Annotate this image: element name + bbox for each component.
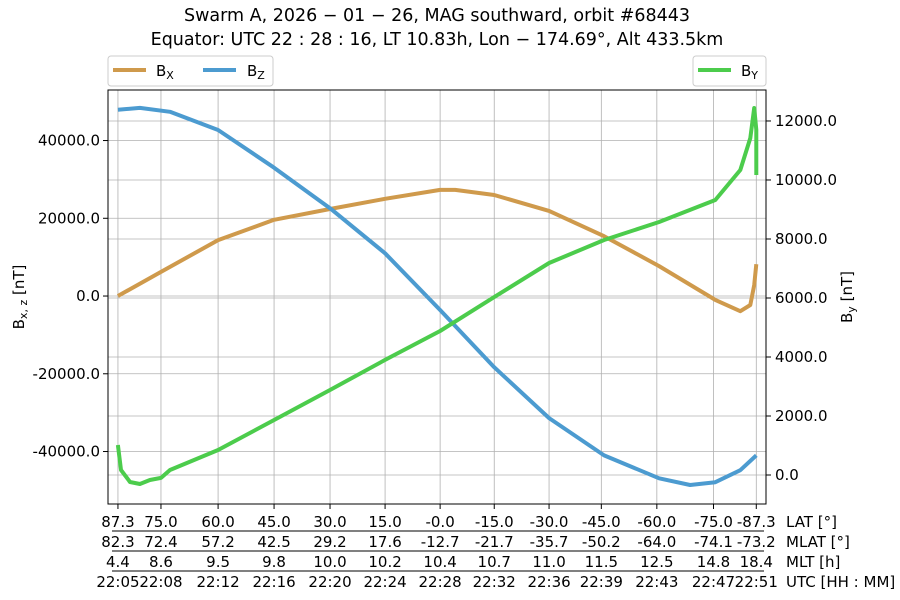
x-tick-label: -60.0: [637, 513, 676, 531]
x-tick-label: -15.0: [475, 513, 514, 531]
x-tick-label: 11.5: [585, 553, 618, 571]
x-tick-label: 82.3: [101, 533, 134, 551]
x-row-label: UTC [HH : MM]: [786, 573, 895, 591]
plot-frame: [107, 89, 767, 505]
x-tick-label: -35.7: [530, 533, 569, 551]
x-tick-label: 8.6: [149, 553, 173, 571]
x-tick-label: 57.2: [201, 533, 234, 551]
series-by-line: [115, 106, 759, 486]
x-tick-label: 60.0: [201, 513, 234, 531]
x-tick-label: 4.4: [106, 553, 130, 571]
x-tick-label: 10.0: [313, 553, 346, 571]
x-row-label: MLAT [°]: [786, 533, 850, 551]
x-tick-label: -21.7: [475, 533, 514, 551]
x-tick-label: 42.5: [257, 533, 290, 551]
y-tick-label-right: 6000.0: [775, 289, 828, 307]
x-tick-label: 22:43: [635, 573, 678, 591]
x-tick-label: 15.0: [368, 513, 401, 531]
legend-left: BX BZ: [107, 55, 274, 87]
x-tick-label: -50.2: [582, 533, 621, 551]
legend-bx-label: BX: [156, 62, 174, 82]
y-tick-label-left: 20000.0: [38, 209, 100, 227]
y-tick-label-right: 4000.0: [775, 348, 828, 366]
x-tick-label: 22:32: [473, 573, 516, 591]
x-row-label: LAT [°]: [786, 513, 837, 531]
x-tick-label: -30.0: [530, 513, 569, 531]
x-row-label: MLT [h]: [786, 553, 840, 571]
x-tick-label: 22:51: [735, 573, 778, 591]
x-tick-label: 22:08: [139, 573, 182, 591]
x-tick-label: 17.6: [368, 533, 401, 551]
series-bx-line: [116, 187, 759, 314]
legend-right: BY: [692, 55, 767, 87]
x-tick-label: 22:05: [96, 573, 139, 591]
x-tick-label: -75.0: [694, 513, 733, 531]
x-tick-label: 75.0: [144, 513, 177, 531]
x-tick-label: 10.2: [368, 553, 401, 571]
x-tick-label: 72.4: [144, 533, 177, 551]
x-tick-label: 22:16: [252, 573, 295, 591]
x-tick-label: 10.7: [478, 553, 511, 571]
x-tick-label: 22:12: [196, 573, 239, 591]
y-axis-left-label: Bx, z [nT]: [10, 265, 30, 330]
x-tick-label: 87.3: [101, 513, 134, 531]
x-tick-label: 14.8: [697, 553, 730, 571]
chart-title-line1: Swarm A, 2026 − 01 − 26, MAG southward, …: [184, 6, 690, 26]
series-bz-line: [117, 105, 758, 487]
x-tick-label: 22:20: [308, 573, 351, 591]
x-tick-label: 11.0: [532, 553, 565, 571]
legend-bz-label: BZ: [247, 62, 265, 82]
x-tick-label: -74.1: [694, 533, 733, 551]
y-tick-label-right: 12000.0: [775, 112, 837, 130]
x-tick-label: -12.7: [421, 533, 460, 551]
legend-by-label: BY: [741, 62, 758, 82]
x-tick-label: -73.2: [737, 533, 776, 551]
x-tick-label: -45.0: [582, 513, 621, 531]
x-tick-label: 18.4: [740, 553, 773, 571]
y-tick-label-left: -40000.0: [33, 443, 100, 461]
x-tick-label: 29.2: [313, 533, 346, 551]
x-tick-label: 22:28: [419, 573, 462, 591]
x-tick-label: -0.0: [425, 513, 454, 531]
x-tick-label: 10.4: [423, 553, 456, 571]
y-tick-label-right: 0.0: [775, 466, 799, 484]
y-tick-label-right: 2000.0: [775, 407, 828, 425]
x-tick-label: -87.3: [737, 513, 776, 531]
x-tick-label: 22:36: [527, 573, 570, 591]
x-tick-label: 22:24: [363, 573, 406, 591]
x-tick-label: 12.5: [640, 553, 673, 571]
y-tick-label-left: -20000.0: [33, 365, 100, 383]
x-tick-label: 22:47: [692, 573, 735, 591]
x-tick-label: 45.0: [257, 513, 290, 531]
chart-title-line2: Equator: UTC 22 : 28 : 16, LT 10.83h, Lo…: [151, 30, 724, 50]
y-tick-label-left: 40000.0: [38, 132, 100, 150]
x-tick-label: 9.8: [262, 553, 286, 571]
x-tick-label: 9.5: [206, 553, 230, 571]
x-tick-label: -64.0: [637, 533, 676, 551]
y-tick-label-right: 10000.0: [775, 171, 837, 189]
y-tick-label-left: 0.0: [76, 287, 100, 305]
x-tick-label: 30.0: [313, 513, 346, 531]
y-tick-label-right: 8000.0: [775, 230, 828, 248]
x-tick-label: 22:39: [580, 573, 623, 591]
y-axis-right-label: By [nT]: [838, 271, 858, 323]
